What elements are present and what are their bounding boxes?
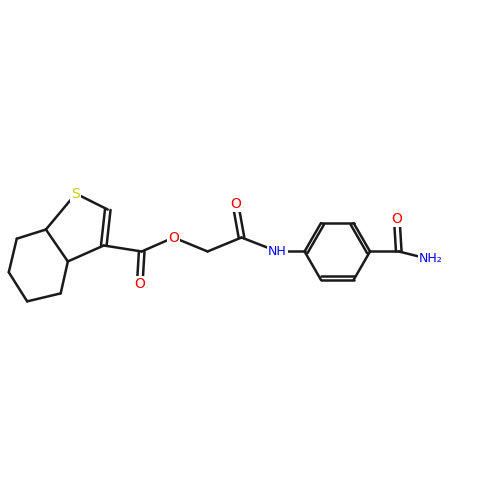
Text: S: S: [71, 187, 80, 201]
Text: NH: NH: [268, 245, 287, 258]
Text: O: O: [134, 277, 145, 291]
Text: O: O: [230, 197, 241, 211]
Text: O: O: [391, 212, 402, 226]
Text: NH₂: NH₂: [419, 252, 443, 265]
Text: O: O: [168, 230, 179, 244]
